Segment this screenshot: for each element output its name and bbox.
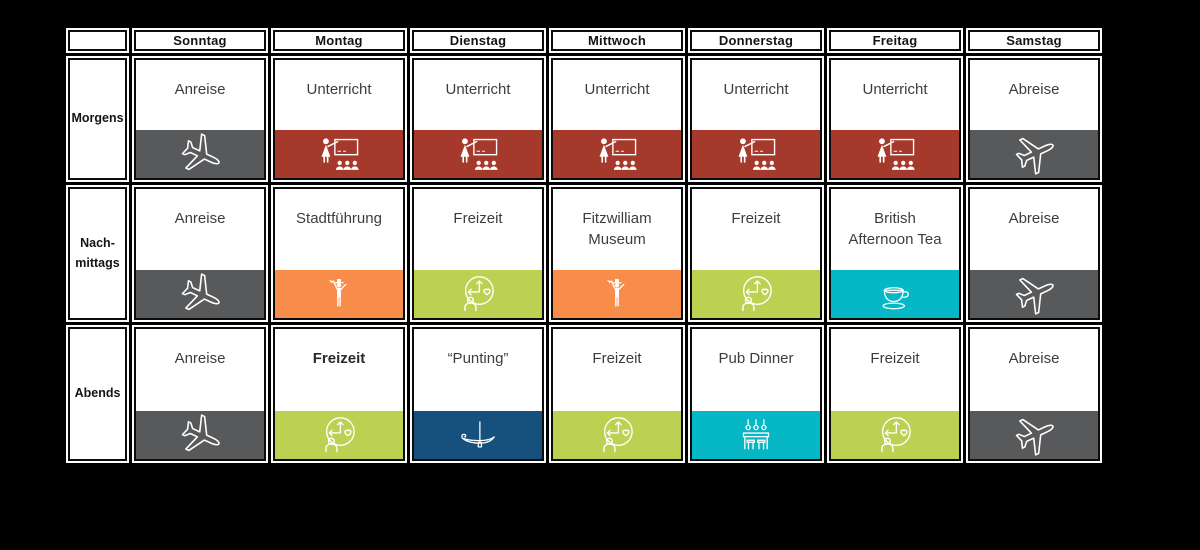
plane-takeoff-icon <box>1011 271 1057 317</box>
plane-landing-icon <box>177 271 223 317</box>
cell-sonntag-abends: Anreise <box>134 327 266 461</box>
activity-label: Abreise <box>1008 210 1060 227</box>
time-row-label-abends: Abends <box>68 327 127 461</box>
day-header-sonntag: Sonntag <box>134 30 266 51</box>
activity-label: Abreise <box>1008 350 1060 367</box>
cell-mittwoch-morgens: Unterricht <box>551 58 683 180</box>
cell-mittwoch-nachmittags: Fitzwilliam Museum <box>551 187 683 320</box>
teacher-board-icon <box>732 132 780 176</box>
time-row-label-morgens: Morgens <box>68 58 127 180</box>
cell-donnerstag-abends: Pub Dinner <box>690 327 822 461</box>
teacup-icon <box>872 274 918 314</box>
cell-dienstag-abends: “Punting” <box>412 327 544 461</box>
day-header-dienstag: Dienstag <box>412 30 544 51</box>
activity-label: Unterricht <box>306 81 372 98</box>
activity-label: Anreise <box>174 81 226 98</box>
teacher-board-icon <box>315 132 363 176</box>
activity-color-band <box>136 270 264 318</box>
cell-montag-morgens: Unterricht <box>273 58 405 180</box>
activity-color-band <box>692 411 820 459</box>
activity-color-band <box>970 270 1098 318</box>
activity-label: Freizeit <box>453 210 503 227</box>
activity-label: Unterricht <box>584 81 650 98</box>
day-header-freitag: Freitag <box>829 30 961 51</box>
cell-samstag-morgens: Abreise <box>968 58 1100 180</box>
activity-color-band <box>414 270 542 318</box>
tour-guide-icon <box>599 272 635 316</box>
activity-color-band <box>275 270 403 318</box>
activity-color-band <box>553 130 681 178</box>
corner-cell <box>68 30 127 51</box>
day-header-mittwoch: Mittwoch <box>551 30 683 51</box>
teacher-board-icon <box>593 132 641 176</box>
activity-color-band <box>831 270 959 318</box>
plane-takeoff-icon <box>1011 131 1057 177</box>
punt-boat-icon <box>451 415 505 455</box>
cell-freitag-morgens: Unterricht <box>829 58 961 180</box>
activity-color-band <box>692 130 820 178</box>
day-header-donnerstag: Donnerstag <box>690 30 822 51</box>
activity-label: Unterricht <box>862 81 928 98</box>
day-header-montag: Montag <box>273 30 405 51</box>
activity-label: “Punting” <box>447 350 509 367</box>
activity-color-band <box>553 270 681 318</box>
activity-label: Unterricht <box>723 81 789 98</box>
pub-counter-icon <box>734 414 778 456</box>
activity-label: Freizeit <box>870 350 920 367</box>
activity-label: Freizeit <box>731 210 781 227</box>
activity-color-band <box>136 130 264 178</box>
cell-montag-abends: Freizeit <box>273 327 405 461</box>
leisure-clock-icon <box>872 413 918 457</box>
plane-takeoff-icon <box>1011 412 1057 458</box>
cell-freitag-abends: Freizeit <box>829 327 961 461</box>
cell-samstag-nachmittags: Abreise <box>968 187 1100 320</box>
activity-label: Abreise <box>1008 81 1060 98</box>
activity-label: Stadtführung <box>296 210 382 227</box>
leisure-clock-icon <box>455 272 501 316</box>
activity-color-band <box>831 130 959 178</box>
cell-freitag-nachmittags: British Afternoon Tea <box>829 187 961 320</box>
activity-label: Freizeit <box>312 350 366 367</box>
leisure-clock-icon <box>594 413 640 457</box>
activity-label: Freizeit <box>592 350 642 367</box>
activity-color-band <box>414 130 542 178</box>
activity-color-band <box>275 130 403 178</box>
tour-guide-icon <box>321 272 357 316</box>
cell-donnerstag-morgens: Unterricht <box>690 58 822 180</box>
weekly-schedule-table: Sonntag Montag Dienstag Mittwoch Donners… <box>68 30 1100 461</box>
cell-donnerstag-nachmittags: Freizeit <box>690 187 822 320</box>
leisure-clock-icon <box>733 272 779 316</box>
activity-label: Unterricht <box>445 81 511 98</box>
activity-label: Anreise <box>174 210 226 227</box>
activity-color-band <box>831 411 959 459</box>
cell-mittwoch-abends: Freizeit <box>551 327 683 461</box>
teacher-board-icon <box>454 132 502 176</box>
time-row-label-nachmittags: Nach- mittags <box>68 187 127 320</box>
teacher-board-icon <box>871 132 919 176</box>
plane-landing-icon <box>177 131 223 177</box>
cell-dienstag-morgens: Unterricht <box>412 58 544 180</box>
day-header-samstag: Samstag <box>968 30 1100 51</box>
activity-color-band <box>136 411 264 459</box>
cell-samstag-abends: Abreise <box>968 327 1100 461</box>
cell-dienstag-nachmittags: Freizeit <box>412 187 544 320</box>
activity-label: British Afternoon Tea <box>848 210 942 248</box>
cell-sonntag-nachmittags: Anreise <box>134 187 266 320</box>
plane-landing-icon <box>177 412 223 458</box>
activity-label: Pub Dinner <box>718 350 794 367</box>
activity-label: Fitzwilliam Museum <box>582 210 652 248</box>
activity-label: Anreise <box>174 350 226 367</box>
activity-color-band <box>553 411 681 459</box>
cell-montag-nachmittags: Stadtführung <box>273 187 405 320</box>
leisure-clock-icon <box>316 413 362 457</box>
activity-color-band <box>692 270 820 318</box>
cell-sonntag-morgens: Anreise <box>134 58 266 180</box>
activity-color-band <box>970 411 1098 459</box>
activity-color-band <box>414 411 542 459</box>
activity-color-band <box>970 130 1098 178</box>
activity-color-band <box>275 411 403 459</box>
